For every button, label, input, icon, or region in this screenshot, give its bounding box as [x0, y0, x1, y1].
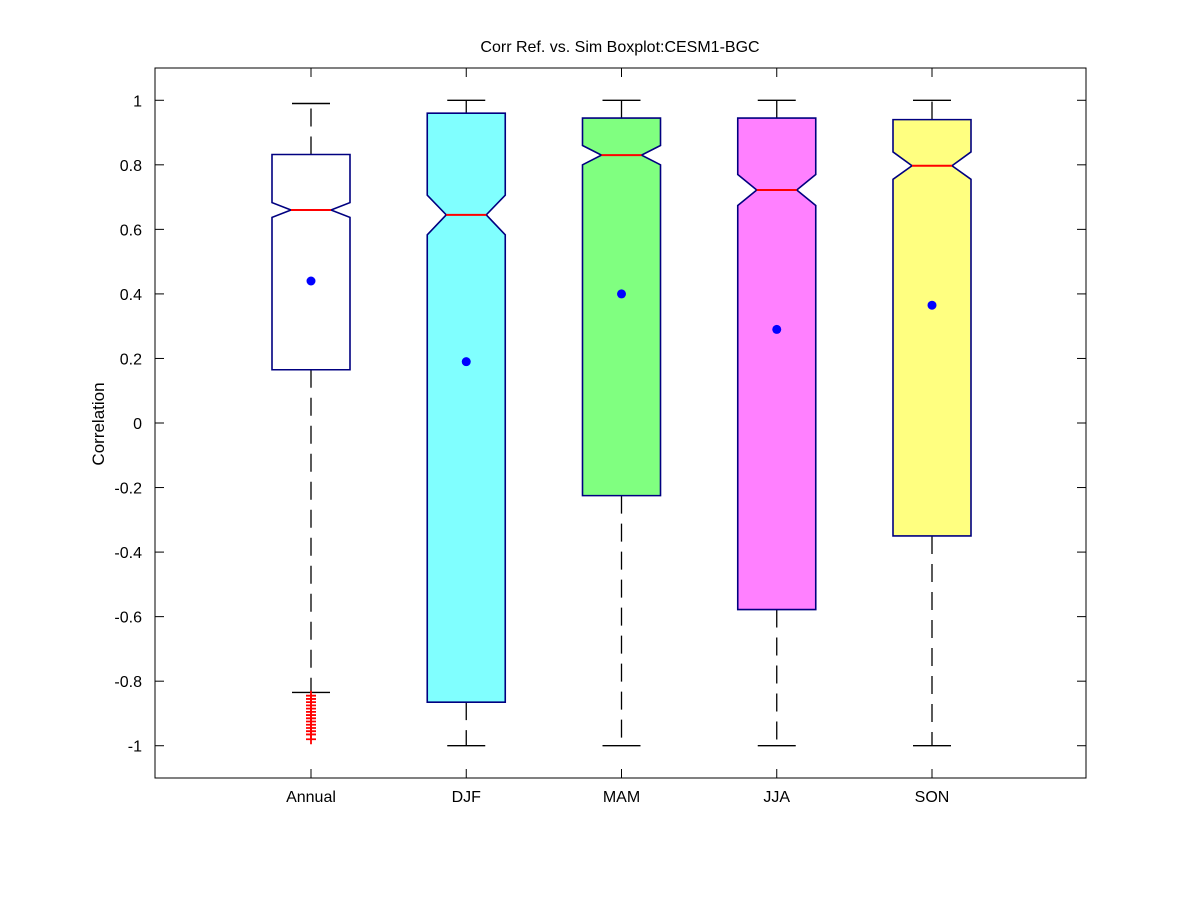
y-axis-label: Correlation	[89, 382, 108, 465]
box-annual	[271, 102, 351, 745]
y-tick-label: 0	[133, 416, 142, 433]
y-tick-label: -0.8	[114, 674, 142, 691]
y-tick-label: 0.2	[120, 351, 142, 368]
y-tick-label: -0.2	[114, 481, 142, 498]
chart-title: Corr Ref. vs. Sim Boxplot:CESM1-BGC	[480, 39, 759, 56]
outlier-marker	[306, 734, 316, 745]
box-son	[892, 99, 972, 747]
mean-marker	[772, 324, 782, 334]
mean-marker	[461, 357, 471, 367]
mean-marker	[927, 300, 937, 310]
box-body	[892, 118, 972, 537]
x-tick-label: Annual	[286, 789, 336, 806]
y-tick-label: -0.6	[114, 610, 142, 627]
plot-area: 1 0.8 0.6 0.4 0.2 0 -0.2 -0.4 -0.6 -0.8 -1 Annual DJ…	[114, 67, 1087, 806]
y-tick-label: -1	[128, 739, 142, 756]
box-body	[581, 117, 662, 497]
box-body	[271, 153, 351, 371]
box-body	[426, 112, 507, 703]
x-tick-label: JJA	[763, 789, 790, 806]
x-tick-label: DJF	[452, 789, 482, 806]
x-tick-label: MAM	[603, 789, 640, 806]
y-tick-label: 0.6	[120, 222, 142, 239]
mean-marker	[617, 289, 626, 299]
box-djf	[426, 99, 507, 747]
y-tick-label: 0.8	[120, 158, 142, 175]
x-tick-label: SON	[915, 789, 950, 806]
y-tick-label: 1	[133, 93, 142, 110]
box-body	[736, 117, 817, 611]
box-jja	[736, 99, 817, 747]
y-tick-label: 0.4	[120, 287, 142, 304]
box-mam	[581, 99, 662, 747]
mean-marker	[306, 276, 316, 286]
y-tick-label: -0.4	[114, 545, 142, 562]
